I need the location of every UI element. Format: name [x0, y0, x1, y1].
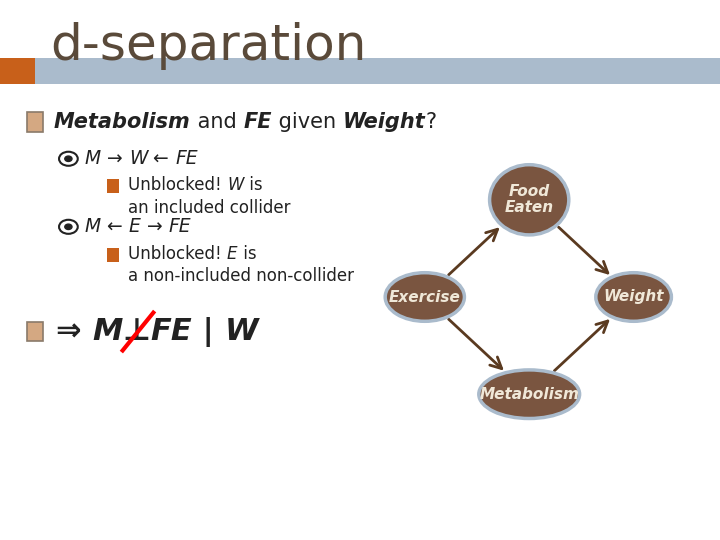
Text: Unblocked!: Unblocked! — [128, 245, 227, 263]
Text: ←: ← — [148, 149, 175, 168]
Ellipse shape — [596, 273, 671, 321]
Ellipse shape — [385, 273, 464, 321]
Text: Metabolism: Metabolism — [480, 387, 579, 402]
Text: FE: FE — [243, 112, 271, 132]
Text: d-separation: d-separation — [50, 22, 366, 70]
Text: is: is — [238, 245, 256, 263]
Ellipse shape — [479, 370, 580, 418]
Circle shape — [65, 156, 72, 161]
Text: is: is — [243, 176, 262, 194]
Ellipse shape — [490, 165, 569, 235]
Text: an included collider: an included collider — [128, 199, 291, 217]
Text: ←: ← — [101, 217, 129, 237]
Text: ⇒: ⇒ — [56, 317, 92, 346]
Bar — [0, 58, 720, 84]
Text: Food
Eaten: Food Eaten — [505, 184, 554, 215]
Text: ?: ? — [425, 112, 436, 132]
Text: →: → — [140, 217, 168, 237]
Circle shape — [65, 224, 72, 230]
Text: given: given — [271, 112, 343, 132]
Text: FE: FE — [175, 149, 198, 168]
Text: M: M — [92, 317, 122, 346]
Text: and: and — [191, 112, 243, 132]
Text: Metabolism: Metabolism — [54, 112, 191, 132]
Text: Exercise: Exercise — [389, 289, 461, 305]
Text: E: E — [129, 217, 140, 237]
Text: Weight: Weight — [603, 289, 664, 305]
Text: FE: FE — [150, 317, 192, 346]
Bar — [107, 248, 119, 262]
Bar — [107, 179, 119, 193]
Text: ⊥: ⊥ — [122, 317, 150, 346]
Text: M: M — [85, 217, 101, 237]
Bar — [27, 112, 43, 132]
Text: →: → — [101, 149, 129, 168]
Text: W: W — [129, 149, 148, 168]
Text: Weight: Weight — [343, 112, 425, 132]
Text: W: W — [227, 176, 243, 194]
Text: Unblocked!: Unblocked! — [128, 176, 227, 194]
Text: a non-included non-collider: a non-included non-collider — [128, 267, 354, 286]
Text: M: M — [85, 149, 101, 168]
Text: FE: FE — [168, 217, 191, 237]
Bar — [0, 58, 35, 84]
Text: |: | — [192, 316, 225, 347]
Bar — [27, 322, 43, 341]
Text: E: E — [227, 245, 238, 263]
Text: W: W — [225, 317, 258, 346]
